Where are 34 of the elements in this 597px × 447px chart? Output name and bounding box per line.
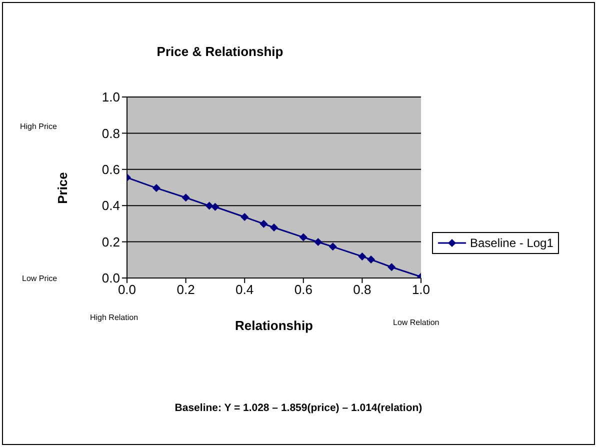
x-tick-label: 0.8 — [353, 282, 372, 298]
point — [205, 202, 214, 210]
y-tick-label: 0.4 — [102, 198, 120, 214]
point — [182, 194, 190, 202]
x-tick-label: 0.6 — [294, 282, 312, 298]
x-tick-label: 0.2 — [176, 282, 195, 298]
point — [358, 252, 366, 260]
point — [367, 256, 376, 264]
point — [240, 213, 249, 222]
text: Baseline: Y = 1.028 – 1.859(price) – 1.014(relation) — [174, 402, 424, 414]
point — [270, 224, 278, 232]
y-axis-title: Price — [55, 171, 70, 206]
y-tick-label: 1.0 — [102, 90, 120, 105]
legend-label: Baseline - Log1 — [470, 236, 554, 250]
x-axis-title: Relationship — [234, 318, 313, 333]
point — [328, 242, 337, 251]
x-tick-label: 0.0 — [118, 282, 136, 298]
text: Low Relation — [393, 318, 440, 327]
point — [314, 238, 322, 246]
point — [152, 184, 160, 192]
point — [260, 220, 268, 228]
y-tick-label: 0.8 — [102, 126, 120, 141]
y-tick-label: 0.6 — [102, 162, 120, 178]
y-tick-label: 0.0 — [102, 270, 120, 286]
text: High Relation — [90, 313, 138, 322]
text: High Price — [20, 122, 57, 131]
point — [211, 202, 220, 211]
x-tick-label: 1.0 — [412, 282, 430, 298]
chart-title: Price & Relationship — [156, 44, 284, 59]
point — [388, 263, 396, 272]
point — [299, 233, 308, 242]
x-tick-label: 0.4 — [236, 282, 254, 298]
y-tick-label: 0.2 — [102, 234, 120, 250]
text: Low Price — [22, 274, 58, 283]
